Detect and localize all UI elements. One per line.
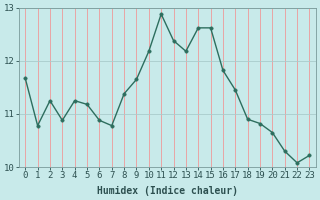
X-axis label: Humidex (Indice chaleur): Humidex (Indice chaleur) bbox=[97, 186, 238, 196]
